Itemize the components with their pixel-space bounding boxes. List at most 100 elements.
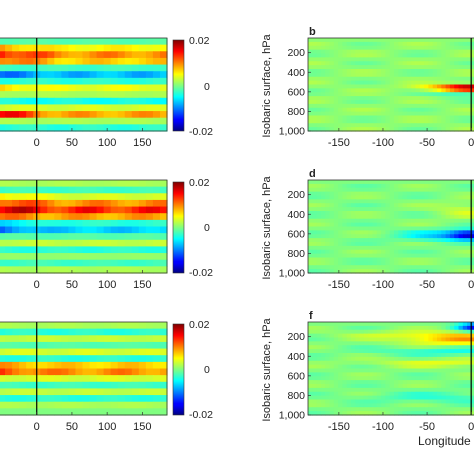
heatmap-cell — [415, 356, 421, 362]
heatmap-cell — [12, 186, 20, 194]
heatmap-cell — [419, 222, 425, 228]
heatmap-cell — [359, 399, 365, 404]
heatmap-cell — [424, 349, 429, 354]
heatmap-cell — [61, 77, 70, 86]
heatmap-cell — [54, 335, 62, 343]
heatmap-cell — [82, 111, 91, 119]
heatmap-cell — [325, 80, 331, 86]
heatmap-cell — [47, 91, 55, 99]
heatmap-cell — [445, 207, 451, 212]
heatmap-cell — [359, 187, 365, 193]
heatmap-cell — [445, 384, 451, 389]
heatmap-cell — [411, 411, 417, 416]
heatmap-cell — [138, 124, 147, 132]
heatmap-cell — [441, 111, 447, 117]
heatmap-cell — [152, 186, 161, 194]
heatmap-cell — [355, 96, 361, 101]
heatmap-cell — [445, 38, 451, 43]
heatmap-cell — [355, 123, 361, 128]
heatmap-cell — [368, 214, 374, 220]
heatmap-cell — [355, 84, 361, 89]
heatmap-cell — [96, 193, 105, 201]
heatmap-cell — [40, 375, 48, 383]
heatmap-cell — [0, 77, 6, 86]
heatmap-cell — [411, 211, 417, 216]
heatmap-cell — [54, 199, 62, 208]
heatmap-cell — [419, 395, 425, 401]
heatmap-cell — [454, 341, 460, 346]
heatmap-cell — [338, 384, 343, 389]
heatmap-cell — [346, 395, 352, 401]
heatmap-cell — [320, 333, 326, 339]
heatmap-cell — [359, 353, 365, 358]
heatmap-cell — [432, 103, 438, 109]
heatmap-cell — [406, 345, 412, 350]
heatmap-cell — [376, 261, 382, 266]
heatmap-cell — [320, 191, 326, 197]
heatmap-cell — [389, 242, 395, 247]
y-tick-label: 800 — [287, 390, 305, 402]
heatmap-cell — [316, 218, 322, 224]
heatmap-cell — [359, 222, 365, 228]
heatmap-cell — [398, 84, 404, 89]
heatmap-cell — [333, 195, 339, 200]
heatmap-cell — [415, 242, 421, 247]
heatmap-cell — [368, 368, 374, 373]
heatmap-cell — [19, 124, 27, 132]
y-tick-label: 600 — [287, 228, 305, 240]
heatmap-cell — [346, 111, 352, 117]
heatmap-cell — [312, 80, 318, 86]
heatmap-cell — [458, 180, 464, 185]
heatmap-cell — [368, 69, 374, 74]
heatmap-cell — [316, 380, 322, 385]
heatmap-cell — [145, 104, 154, 112]
heatmap-cell — [398, 387, 404, 393]
heatmap-cell — [449, 92, 455, 97]
heatmap-cell — [346, 127, 352, 132]
heatmap-cell — [406, 53, 412, 58]
heatmap-cell — [381, 356, 386, 362]
heatmap-cell — [355, 49, 361, 55]
heatmap-cell — [346, 45, 352, 51]
heatmap-cell — [449, 72, 455, 78]
heatmap-cell — [432, 100, 438, 105]
heatmap-cell — [437, 107, 442, 113]
heatmap-cell — [454, 325, 460, 331]
heatmap-cell — [138, 91, 147, 99]
heatmap-cell — [103, 408, 112, 416]
heatmap-cell — [117, 219, 126, 228]
panel-e-frame — [0, 321, 168, 416]
heatmap-cell — [372, 380, 378, 385]
heatmap-cell — [406, 337, 412, 342]
heatmap-cell — [394, 345, 399, 350]
heatmap-cell — [333, 226, 339, 231]
heatmap-cell — [419, 337, 425, 342]
heatmap-cell — [96, 51, 105, 59]
heatmap-cell — [398, 45, 404, 51]
heatmap-cell — [428, 111, 434, 117]
heatmap-cell — [333, 253, 339, 259]
heatmap-cell — [54, 186, 62, 194]
heatmap-cell — [333, 69, 339, 74]
heatmap-cell — [312, 88, 318, 93]
heatmap-cell — [411, 61, 417, 66]
heatmap-cell — [68, 381, 77, 390]
heatmap-cell — [398, 322, 404, 327]
heatmap-cell — [152, 361, 161, 370]
heatmap-cell — [159, 44, 168, 52]
heatmap-cell — [449, 399, 455, 404]
heatmap-cell — [138, 401, 147, 409]
heatmap-cell — [12, 239, 20, 248]
heatmap-cell — [406, 376, 412, 381]
heatmap-cell — [316, 96, 322, 101]
heatmap-cell — [308, 115, 313, 120]
heatmap-cell — [449, 253, 455, 259]
heatmap-cell — [19, 375, 27, 383]
heatmap-cell — [376, 69, 382, 74]
heatmap-cell — [428, 183, 434, 189]
heatmap-cell — [462, 376, 468, 381]
heatmap-cell — [316, 57, 322, 62]
heatmap-cell — [402, 111, 408, 117]
heatmap-cell — [103, 117, 112, 125]
heatmap-cell — [363, 96, 369, 101]
